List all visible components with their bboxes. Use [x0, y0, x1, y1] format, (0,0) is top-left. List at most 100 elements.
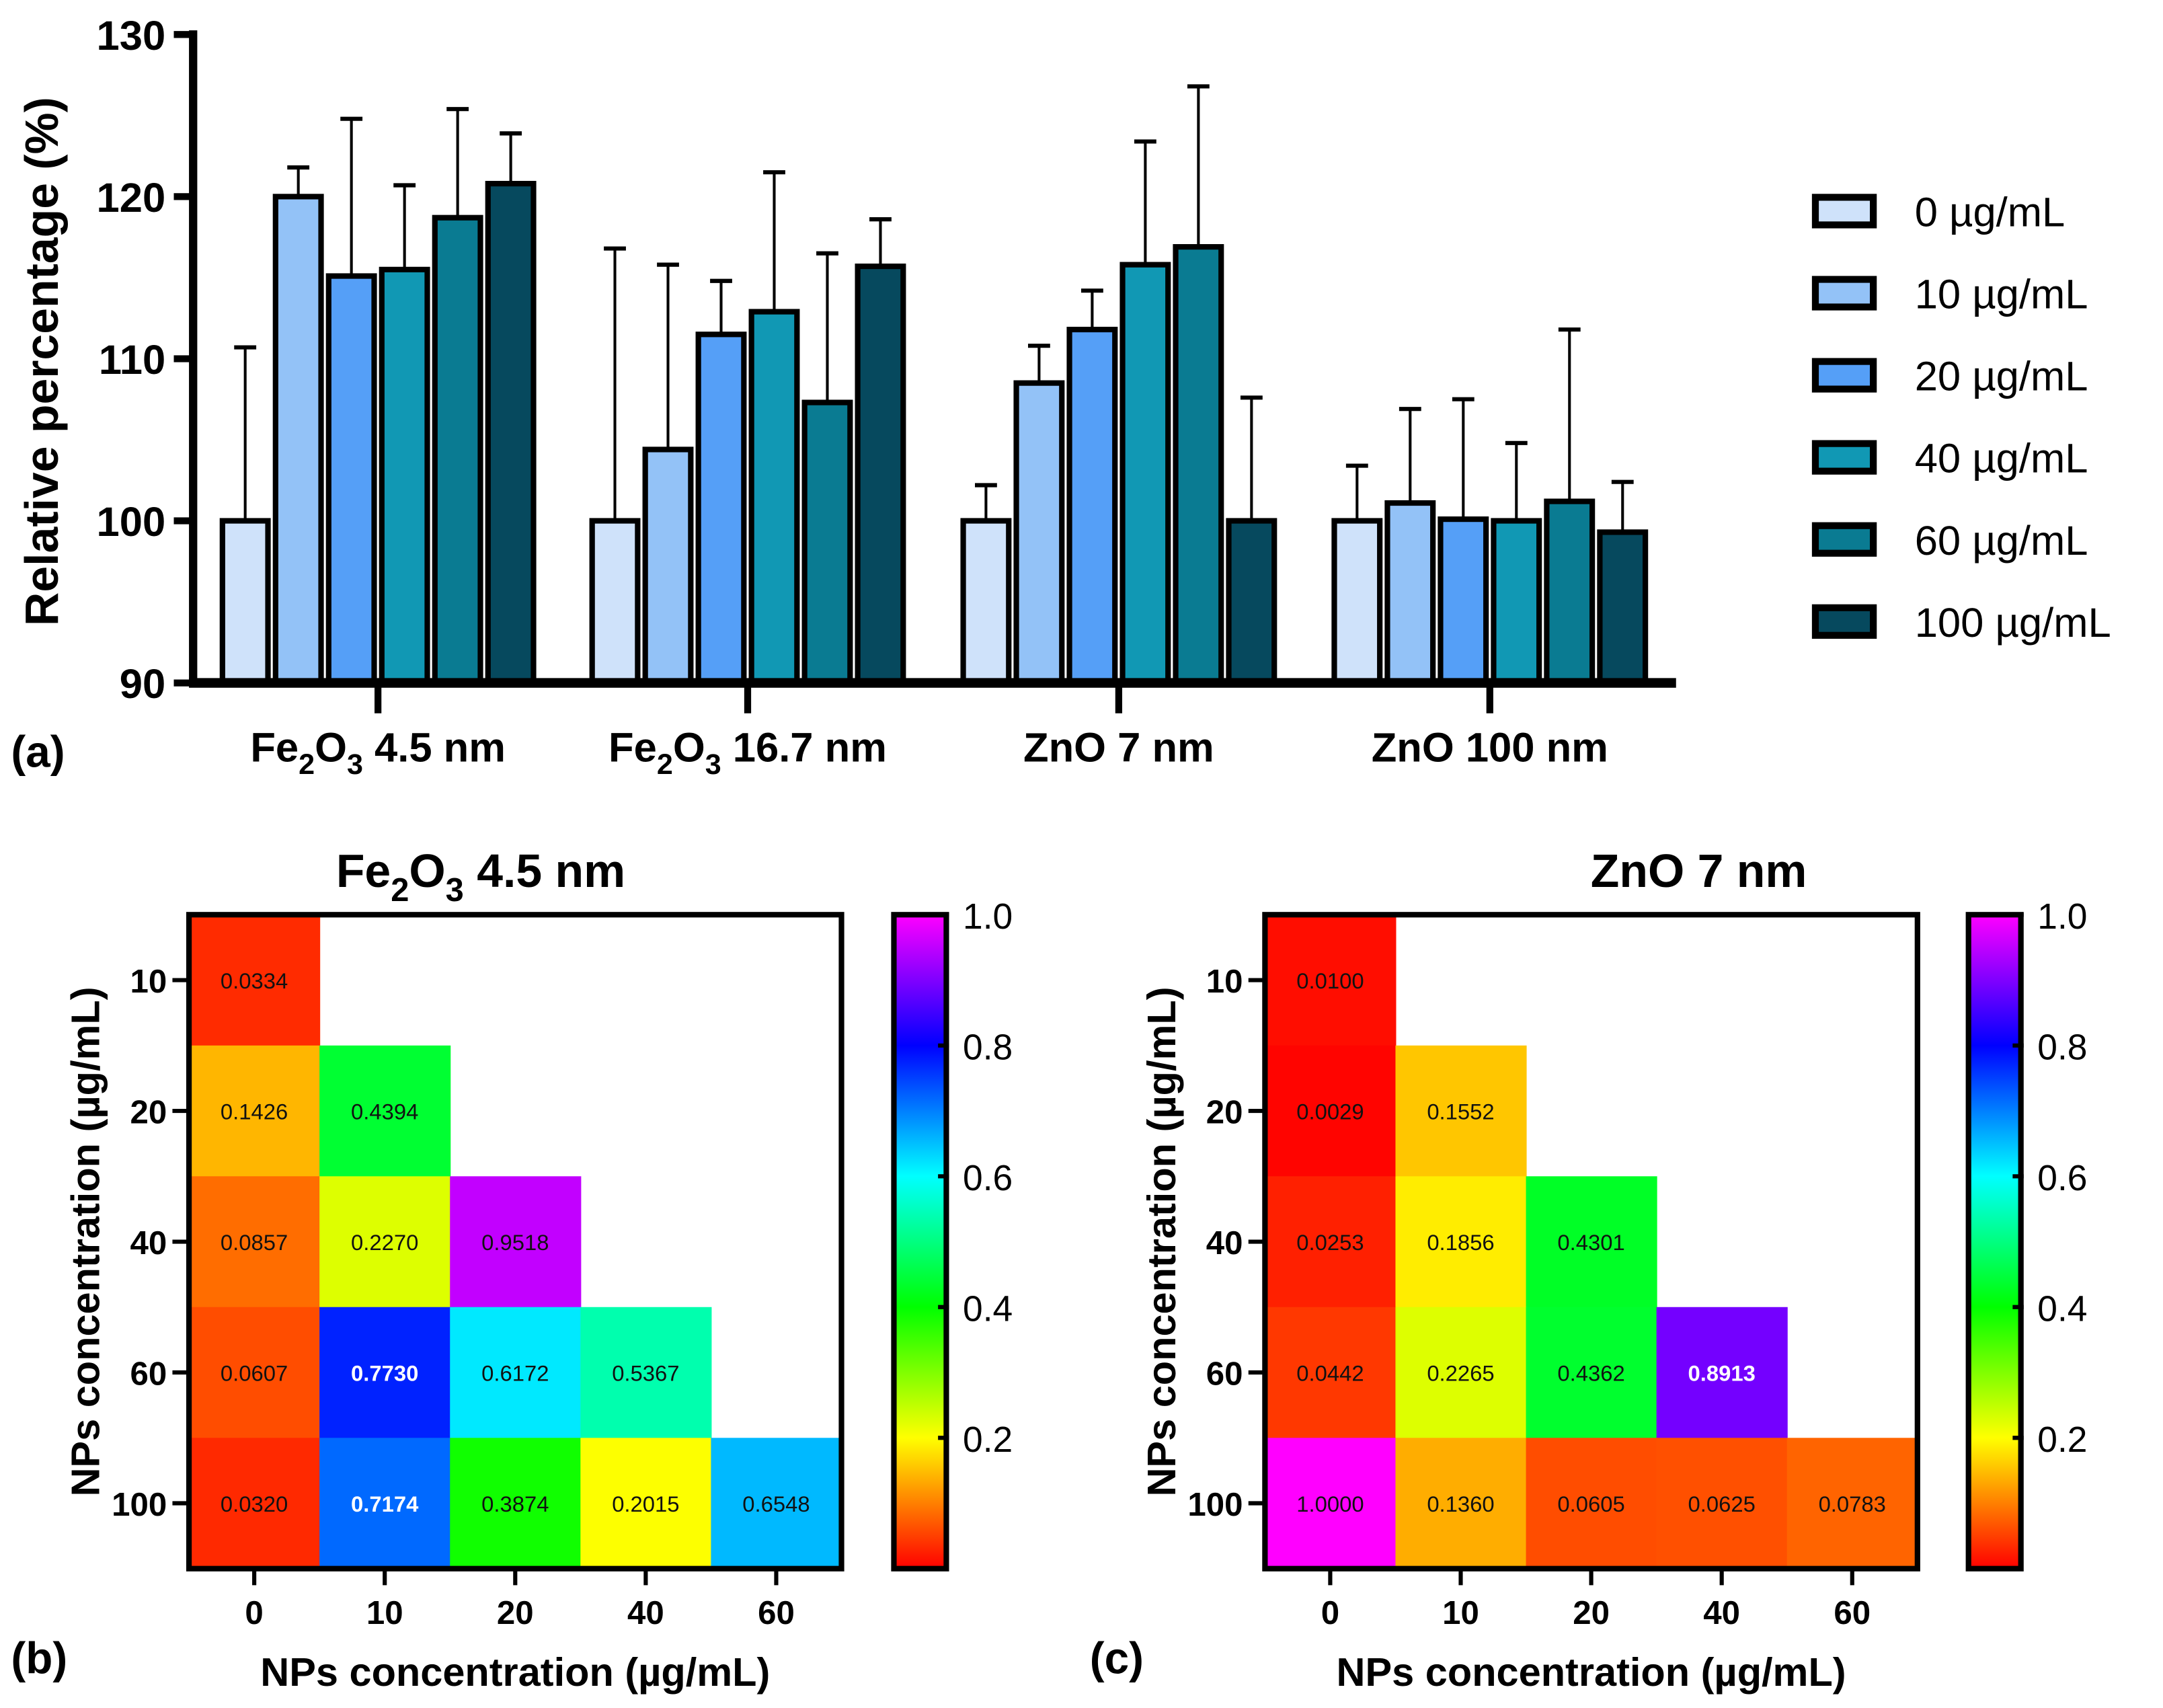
- colorbar-tick-label: 0.4: [963, 1289, 1013, 1329]
- legend-swatch[interactable]: [1811, 358, 1877, 393]
- cell-value-label: 0.2015: [612, 1491, 679, 1516]
- x-tick-label-part: O: [673, 725, 705, 771]
- bar: [1066, 326, 1118, 686]
- heatmap-cell: [189, 1045, 321, 1177]
- heatmap-cell: [711, 1438, 842, 1569]
- cell-value-label: 0.9518: [481, 1230, 549, 1255]
- y-tick-label: 110: [99, 337, 165, 383]
- cell-value-label: 0.0605: [1557, 1491, 1624, 1516]
- cell-value-label: 0.4394: [351, 1099, 418, 1124]
- heatmap-cell: [189, 1176, 321, 1308]
- bar: [219, 518, 271, 686]
- bar: [272, 194, 324, 686]
- legend-label[interactable]: 20 µg/mL: [1915, 354, 2088, 400]
- bar: [855, 263, 906, 686]
- bar: [379, 266, 430, 686]
- legend-swatch[interactable]: [1811, 276, 1877, 311]
- y-tick-label: 60: [1206, 1355, 1243, 1392]
- y-axis-title: NPs concentration (µg/mL): [1139, 986, 1184, 1496]
- colorbar: [1965, 912, 2024, 1571]
- bar: [485, 180, 537, 686]
- cell-value-label: 0.0442: [1296, 1360, 1364, 1385]
- bar: [589, 518, 641, 686]
- colorbar-tick-label: 1.0: [963, 897, 1013, 937]
- y-tick-label: 90: [120, 661, 165, 707]
- x-tick-label: 10: [366, 1594, 403, 1631]
- legend-swatch[interactable]: [1811, 440, 1877, 475]
- legend-label[interactable]: 60 µg/mL: [1915, 518, 2088, 564]
- heatmap-cell: [1526, 1438, 1657, 1569]
- legend-label[interactable]: 100 µg/mL: [1915, 600, 2111, 646]
- x-tick-label: 40: [627, 1594, 664, 1631]
- bar: [1119, 262, 1171, 686]
- bar: [1331, 518, 1383, 686]
- bar: [1173, 244, 1224, 686]
- cell-value-label: 0.1552: [1427, 1099, 1494, 1124]
- legend-label[interactable]: 10 µg/mL: [1915, 272, 2088, 318]
- y-tick-label: 10: [130, 963, 167, 1000]
- bar: [1597, 529, 1649, 686]
- cell-value-label: 0.0100: [1296, 968, 1364, 993]
- heatmap-cell: [319, 1307, 451, 1439]
- heatmap-title: Fe2O3 4.5 nm: [336, 845, 625, 908]
- cell-value-label: 1.0000: [1296, 1491, 1364, 1516]
- x-tick-label-part: 2: [657, 748, 673, 781]
- panel-label: (b): [11, 1634, 67, 1683]
- x-tick-label-part: ZnO 7 nm: [1023, 725, 1214, 771]
- y-tick-label: 100: [112, 1486, 167, 1523]
- colorbar-tick-label: 0.6: [963, 1159, 1013, 1198]
- legend-swatch[interactable]: [1811, 604, 1877, 639]
- heatmap-cell: [189, 915, 321, 1046]
- cell-value-label: 0.2270: [351, 1230, 418, 1255]
- legend-label[interactable]: 0 µg/mL: [1915, 189, 2066, 235]
- heatmap-title-part: 4.5 nm: [464, 845, 625, 897]
- heatmap-cell: [189, 1307, 321, 1439]
- x-tick-label-part: 16.7 nm: [721, 725, 887, 771]
- cell-value-label: 0.4362: [1557, 1360, 1624, 1385]
- x-axis-title: NPs concentration (µg/mL): [260, 1649, 770, 1695]
- heatmap-cell: [1265, 915, 1397, 1046]
- cell-value-label: 0.1360: [1427, 1491, 1494, 1516]
- heatmap-cell: [189, 1438, 321, 1569]
- heatmap-cell: [1265, 1307, 1397, 1439]
- legend-label[interactable]: 40 µg/mL: [1915, 436, 2088, 482]
- bar: [432, 215, 483, 686]
- colorbar-tick-label: 0.2: [2037, 1420, 2087, 1460]
- x-tick-label-part: Fe: [608, 725, 657, 771]
- heatmap-cell: [1786, 1438, 1918, 1569]
- y-tick-label: 40: [1206, 1225, 1243, 1261]
- x-tick-label-part: Fe: [250, 725, 299, 771]
- heatmap-cell: [1395, 1438, 1527, 1569]
- x-tick-label-part: 3: [347, 748, 363, 781]
- heatmap-title-part: O: [409, 845, 445, 897]
- heatmap-cell: [1395, 1045, 1527, 1177]
- y-tick-label: 130: [97, 13, 166, 59]
- colorbar-tick-label: 0.2: [963, 1420, 1013, 1460]
- heatmap-cell: [1265, 1045, 1397, 1177]
- y-tick-label: 20: [130, 1093, 167, 1130]
- cell-value-label: 0.6548: [742, 1491, 810, 1516]
- legend-swatch[interactable]: [1811, 194, 1877, 229]
- heatmap-cell: [1265, 1438, 1397, 1569]
- x-tick-label: ZnO 100 nm: [1372, 725, 1608, 771]
- cell-value-label: 0.4301: [1557, 1230, 1624, 1255]
- x-tick-label: Fe2O3 4.5 nm: [250, 725, 506, 781]
- heatmap-title-part: ZnO 7 nm: [1591, 845, 1807, 897]
- cell-value-label: 0.5367: [612, 1360, 679, 1385]
- x-tick-label: 0: [245, 1594, 263, 1631]
- heatmap-title: ZnO 7 nm: [1591, 845, 1807, 897]
- colorbar-tick-label: 0.4: [2037, 1289, 2087, 1329]
- cell-value-label: 0.7174: [351, 1491, 419, 1516]
- cell-value-label: 0.0607: [221, 1360, 288, 1385]
- y-tick-label: 100: [1187, 1486, 1243, 1523]
- cell-value-label: 0.1856: [1427, 1230, 1494, 1255]
- x-tick-label-part: ZnO 100 nm: [1372, 725, 1608, 771]
- y-tick-label: 40: [130, 1225, 167, 1261]
- cell-value-label: 0.0625: [1688, 1491, 1755, 1516]
- y-tick-label: 20: [1206, 1093, 1243, 1130]
- bar: [1544, 498, 1596, 686]
- cell-value-label: 0.3874: [481, 1491, 549, 1516]
- bar: [642, 447, 694, 686]
- legend-swatch[interactable]: [1811, 522, 1877, 557]
